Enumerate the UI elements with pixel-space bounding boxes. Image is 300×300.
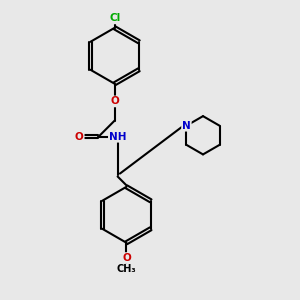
Text: NH: NH: [109, 132, 126, 142]
Text: O: O: [110, 96, 119, 106]
Text: CH₃: CH₃: [117, 264, 136, 274]
Text: O: O: [122, 253, 131, 263]
Text: N: N: [182, 121, 191, 131]
Text: Cl: Cl: [109, 14, 120, 23]
Text: methoxy: methoxy: [123, 270, 130, 271]
Text: O: O: [75, 132, 84, 142]
